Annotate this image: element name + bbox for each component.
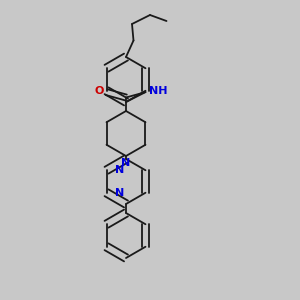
Text: N: N xyxy=(116,165,124,175)
Text: N: N xyxy=(116,188,124,198)
Text: NH: NH xyxy=(149,86,167,96)
Text: N: N xyxy=(122,158,130,168)
Text: O: O xyxy=(94,86,104,96)
